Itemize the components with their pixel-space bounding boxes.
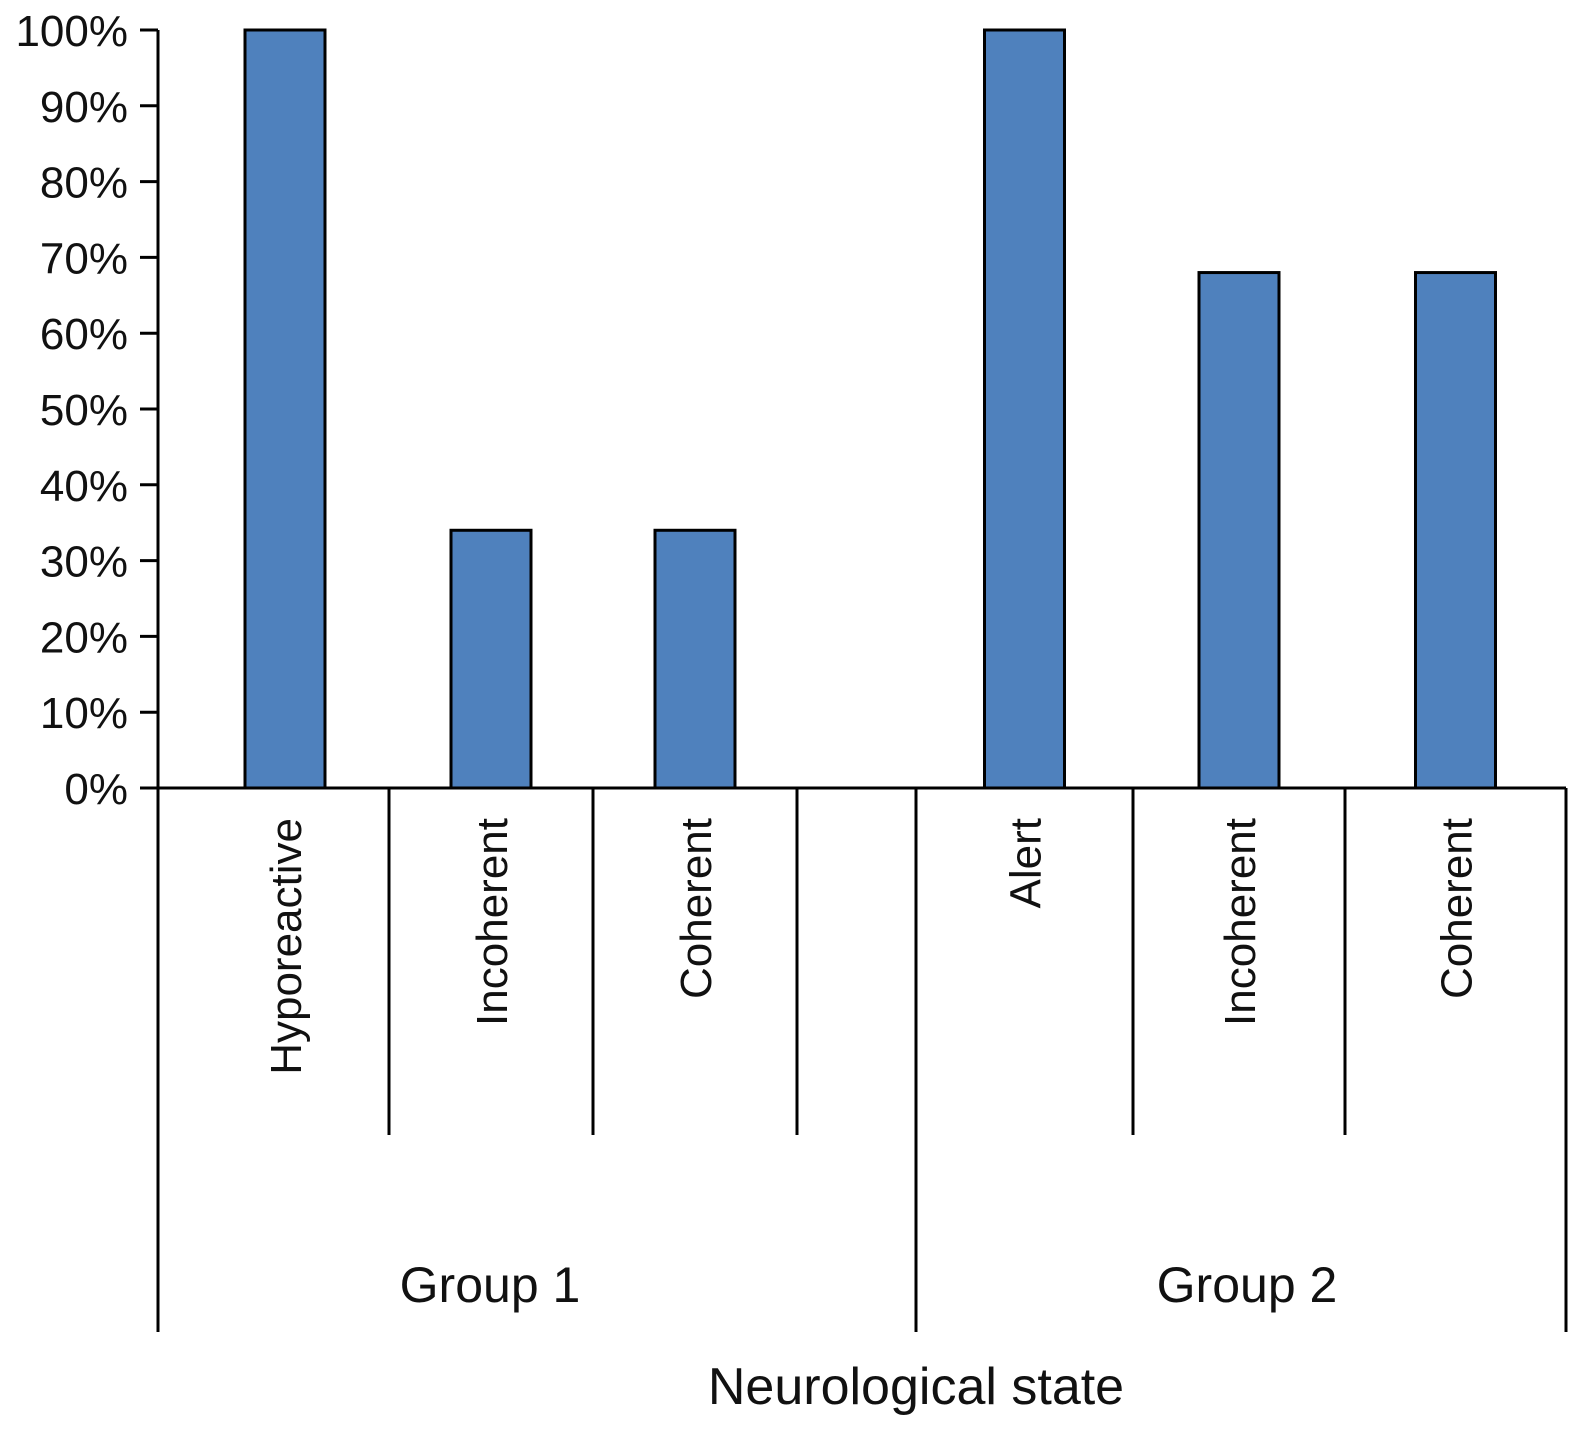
x-axis-title: Neurological state — [708, 1358, 1124, 1416]
x-category-label: Hyporeactive — [262, 818, 311, 1075]
y-tick-label: 0% — [64, 765, 128, 814]
bar-2-alert — [983, 28, 1066, 790]
y-tick-label: 30% — [40, 538, 128, 587]
bar-1-hyporeactive — [243, 28, 327, 790]
y-tick-label: 10% — [40, 689, 128, 738]
y-tick-label: 20% — [40, 613, 128, 662]
group-label: Group 1 — [400, 1257, 581, 1313]
bar-2-incoherent — [1197, 271, 1281, 790]
x-category-label: Incoherent — [468, 818, 517, 1026]
x-category-label: Alert — [1002, 818, 1051, 908]
bar-1-incoherent — [449, 528, 533, 790]
x-category-label: Coherent — [672, 818, 721, 999]
x-category-label: Incoherent — [1216, 818, 1265, 1026]
bar-2-coherent — [1414, 271, 1497, 790]
x-category-label: Coherent — [1433, 818, 1482, 999]
y-tick-label: 70% — [40, 234, 128, 283]
y-tick-label: 100% — [15, 7, 128, 56]
y-tick-label: 90% — [40, 83, 128, 132]
y-tick-label: 60% — [40, 310, 128, 359]
group-label: Group 2 — [1157, 1257, 1338, 1313]
y-tick-label: 40% — [40, 462, 128, 511]
y-tick-label: 80% — [40, 159, 128, 208]
y-tick-label: 50% — [40, 386, 128, 435]
bar-1-coherent — [653, 528, 737, 790]
